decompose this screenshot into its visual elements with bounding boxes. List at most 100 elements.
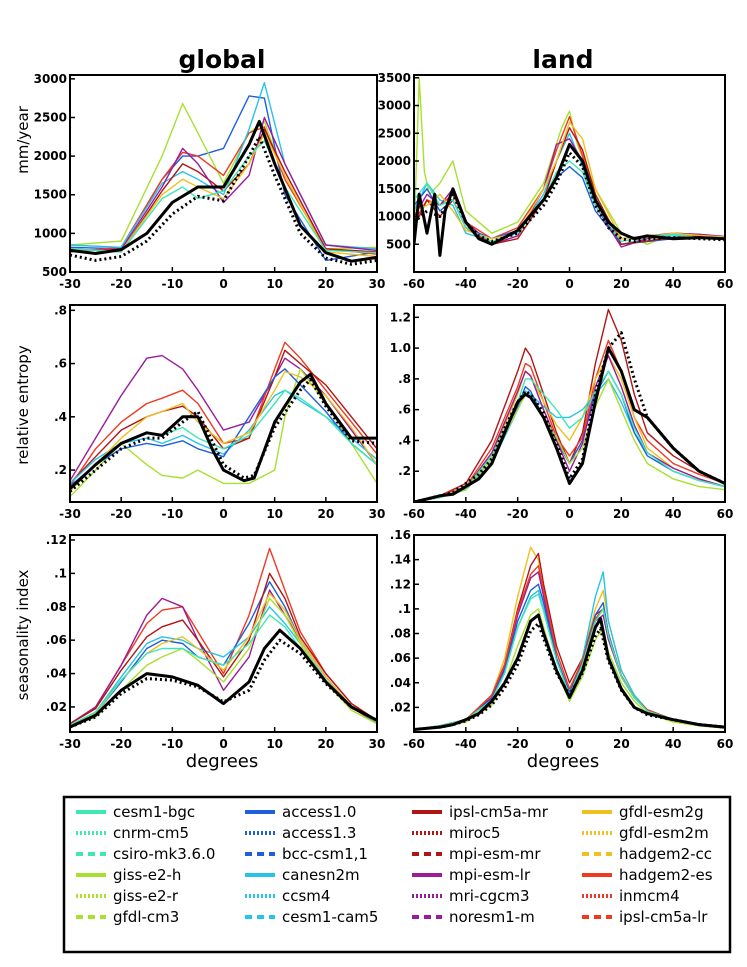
y-tick-label: .4	[54, 410, 67, 424]
legend-label: canesn2m	[282, 866, 360, 884]
x-tick-label: 60	[717, 507, 734, 521]
series-line	[414, 583, 725, 731]
series-line	[70, 126, 377, 255]
series-line	[414, 546, 725, 731]
legend-label: cnrm-cm5	[113, 824, 189, 842]
x-tick-label: 0	[219, 507, 227, 521]
y-tick-label: .04	[390, 676, 411, 690]
row-label-precip: mm/year	[14, 105, 32, 174]
global-precip-frame	[69, 74, 378, 273]
x-tick-label: -20	[110, 277, 132, 291]
land-entropy-panel: -60 -40 -20 0 20 40 60 .2 .4 .6 .8 1.0 1.2	[390, 304, 734, 521]
x-tick-label: 30	[369, 737, 386, 751]
y-tick-label: 1000	[378, 210, 411, 224]
xlabel-global: degrees	[186, 751, 258, 772]
legend-label: gfdl-esm2m	[619, 824, 709, 842]
series-line	[70, 597, 377, 728]
series-line	[414, 552, 725, 731]
x-tick-label: 0	[565, 737, 573, 751]
global-precip-panel: -30 -20 -10 0 10 20 30 500 1000 1500 2000 2500 3000	[34, 72, 386, 291]
series-line	[70, 95, 377, 262]
x-tick-label: 0	[565, 277, 573, 291]
x-tick-label: 20	[317, 277, 334, 291]
series-line	[414, 608, 725, 731]
y-tick-label: .14	[390, 553, 411, 567]
y-tick-label: 3000	[378, 99, 411, 113]
legend: cesm1-bgc cnrm-cm5 csiro-mk3.6.0 giss-e2-h g…	[76, 803, 713, 926]
x-tick-label: -30	[59, 277, 81, 291]
x-tick-label: -10	[161, 507, 183, 521]
y-tick-label: .16	[390, 528, 411, 542]
x-tick-label: -30	[59, 507, 81, 521]
x-tick-label: 30	[369, 507, 386, 521]
series-line-obs	[70, 119, 377, 263]
x-tick-label: 30	[369, 277, 386, 291]
y-tick-label: 2000	[34, 149, 67, 163]
y-tick-label: 2500	[34, 110, 67, 124]
x-tick-label: -10	[161, 277, 183, 291]
x-tick-label: -20	[507, 507, 529, 521]
x-tick-label: 20	[613, 737, 630, 751]
x-tick-label: 10	[266, 277, 283, 291]
x-tick-label: -30	[59, 737, 81, 751]
row-label-entropy: relative entropy	[14, 345, 32, 465]
col-title-global: global	[179, 45, 266, 74]
x-tick-label: -20	[507, 737, 529, 751]
series-line	[70, 116, 377, 252]
legend-label: ipsl-cm5a-lr	[619, 908, 708, 926]
series-line	[70, 389, 377, 484]
series-line	[414, 565, 725, 731]
y-tick-label: .12	[46, 533, 67, 547]
legend-label: giss-e2-r	[113, 887, 179, 905]
x-tick-label: 60	[717, 737, 734, 751]
series-line	[70, 606, 377, 726]
col-title-land: land	[532, 45, 593, 74]
series-line-obs-alt	[414, 622, 725, 731]
legend-box	[62, 795, 732, 954]
panels: -30 -20 -10 0 10 20 3050010001500200025003000-…	[34, 71, 734, 751]
series-line-obs-alt	[70, 378, 377, 493]
x-tick-label: 0	[565, 507, 573, 521]
y-tick-label: .1	[398, 602, 411, 616]
y-tick-label: .2	[398, 464, 411, 478]
y-tick-label: 1000	[34, 226, 67, 240]
y-tick-label: .2	[54, 463, 67, 477]
series-line	[70, 132, 377, 258]
x-tick-label: 0	[219, 277, 227, 291]
x-tick-label: -60	[403, 507, 425, 521]
x-tick-label: -10	[161, 737, 183, 751]
series-line	[70, 102, 377, 250]
global-precip-series	[70, 82, 377, 266]
x-tick-label: 20	[613, 277, 630, 291]
series-line	[70, 592, 377, 726]
legend-label: miroc5	[449, 824, 501, 842]
legend-label: csiro-mk3.6.0	[113, 845, 215, 863]
x-tick-label: 0	[219, 737, 227, 751]
global-seasonality-series	[70, 547, 377, 729]
land-seasonality-panel: -60 -40 -20 0 20 40 60 .02 .04 .06 .08 .1 .12 .14 .16	[390, 528, 734, 751]
global-entropy-panel: -30 -20 -10 0 10 20 30 .2 .4 .6 .8	[54, 303, 385, 521]
legend-label: bcc-csm1,1	[282, 845, 368, 863]
legend-label: access1.0	[282, 803, 356, 821]
x-tick-label: -40	[455, 277, 477, 291]
series-line-obs	[414, 613, 725, 731]
x-tick-label: 40	[665, 507, 682, 521]
series-line	[414, 571, 725, 731]
land-precip-panel: -60 -40 -20 0 20 40 60 500 1000 1500 2000 2500 3000 3…	[378, 71, 734, 291]
legend-label: mpi-esm-mr	[449, 845, 541, 863]
y-tick-label: .6	[398, 403, 411, 417]
x-tick-label: 20	[317, 737, 334, 751]
y-tick-label: .06	[390, 651, 411, 665]
series-line	[414, 571, 725, 731]
x-tick-label: -20	[110, 737, 132, 751]
y-tick-label: 500	[386, 237, 411, 251]
series-line	[414, 370, 725, 502]
x-tick-label: 40	[665, 277, 682, 291]
series-line	[70, 140, 377, 254]
global-entropy-series	[70, 341, 377, 498]
y-tick-label: .1	[54, 566, 67, 580]
y-tick-label: .08	[390, 627, 411, 641]
legend-label: hadgem2-es	[619, 866, 713, 884]
y-tick-label: 3000	[34, 72, 67, 86]
